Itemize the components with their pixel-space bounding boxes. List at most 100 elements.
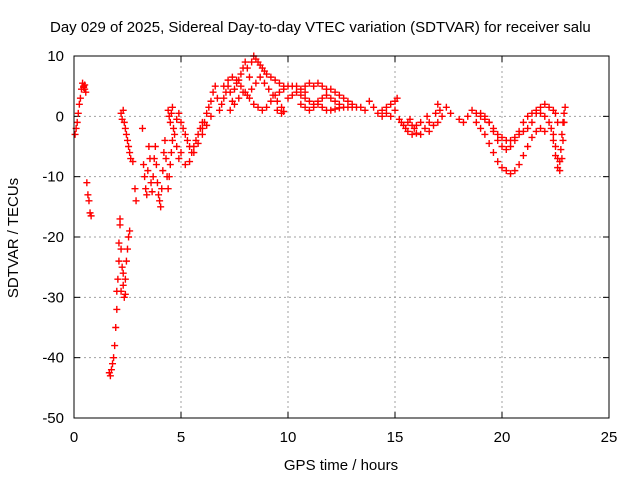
data-point xyxy=(541,112,549,120)
data-point xyxy=(224,76,232,84)
data-point xyxy=(165,173,173,181)
data-point xyxy=(142,185,150,193)
data-point xyxy=(241,58,249,66)
data-point xyxy=(260,79,268,87)
data-point xyxy=(166,118,174,126)
data-point xyxy=(344,97,352,105)
data-point xyxy=(417,130,425,138)
data-point xyxy=(198,124,206,132)
data-point xyxy=(152,161,160,169)
data-point xyxy=(118,263,126,271)
data-point xyxy=(412,121,420,129)
data-point xyxy=(502,167,510,175)
data-point xyxy=(485,139,493,147)
data-point xyxy=(425,118,433,126)
data-point xyxy=(84,191,92,199)
data-point xyxy=(161,136,169,144)
data-point xyxy=(421,124,429,132)
data-point xyxy=(115,239,123,247)
data-point xyxy=(207,112,215,120)
data-point xyxy=(87,212,95,220)
data-point xyxy=(183,136,191,144)
data-point xyxy=(220,94,228,102)
data-point xyxy=(528,109,536,117)
data-point xyxy=(213,94,221,102)
data-point xyxy=(143,191,151,199)
data-point xyxy=(447,109,455,117)
data-point xyxy=(109,360,117,368)
data-point xyxy=(119,269,127,277)
y-tick-label: -40 xyxy=(42,350,64,367)
data-point xyxy=(124,245,131,253)
data-point xyxy=(537,103,545,111)
data-point xyxy=(177,149,185,157)
data-point xyxy=(85,197,93,205)
data-point xyxy=(557,146,565,154)
data-point xyxy=(157,203,165,211)
data-point xyxy=(378,112,386,120)
data-point xyxy=(511,136,519,144)
x-tick-label: 15 xyxy=(387,429,404,446)
data-point xyxy=(314,100,322,108)
data-point xyxy=(301,94,309,102)
data-point xyxy=(140,161,148,169)
data-point xyxy=(532,127,540,135)
data-point xyxy=(393,94,401,102)
data-point xyxy=(331,88,339,96)
data-point xyxy=(148,188,156,196)
data-point xyxy=(537,109,545,117)
data-point xyxy=(552,143,559,150)
x-axis-label: GPS time / hours xyxy=(284,457,398,474)
data-point xyxy=(73,118,81,126)
data-point xyxy=(498,133,506,141)
data-point xyxy=(305,79,313,87)
data-point xyxy=(122,257,130,265)
data-point xyxy=(442,103,450,111)
data-point xyxy=(485,118,493,126)
data-point xyxy=(549,136,557,144)
y-axis-label: SDTVAR / TECUs xyxy=(5,178,22,298)
data-point xyxy=(120,118,128,126)
data-point xyxy=(554,164,562,172)
data-point xyxy=(252,79,260,87)
x-tick-label: 25 xyxy=(601,429,618,446)
data-point xyxy=(132,197,140,205)
data-point xyxy=(110,354,118,362)
data-point xyxy=(301,82,309,90)
data-point xyxy=(263,103,271,111)
data-point xyxy=(545,118,553,126)
data-point xyxy=(438,112,446,120)
data-point xyxy=(327,106,335,114)
data-point xyxy=(432,109,440,117)
data-point xyxy=(560,109,568,117)
data-point xyxy=(158,185,166,193)
data-point xyxy=(211,82,219,90)
data-point xyxy=(248,85,256,93)
data-point xyxy=(477,124,485,132)
data-point xyxy=(74,109,82,117)
data-point xyxy=(280,108,288,116)
data-point xyxy=(168,136,176,144)
data-point xyxy=(434,118,442,126)
data-point xyxy=(121,124,129,132)
data-point xyxy=(477,109,485,117)
x-tick-label: 0 xyxy=(70,429,78,446)
data-point xyxy=(160,149,168,157)
data-point xyxy=(280,85,288,93)
y-tick-label: -50 xyxy=(42,410,64,427)
data-point xyxy=(83,179,91,187)
data-point xyxy=(387,112,395,120)
data-point xyxy=(559,136,567,144)
data-point xyxy=(284,94,292,102)
data-point xyxy=(532,106,540,114)
data-point xyxy=(464,112,472,120)
data-point xyxy=(194,139,202,147)
data-point xyxy=(370,103,378,111)
data-point xyxy=(129,158,137,166)
data-point xyxy=(159,167,167,175)
data-point xyxy=(126,149,134,157)
data-point xyxy=(116,215,124,223)
data-point xyxy=(207,97,215,105)
data-point xyxy=(459,118,467,126)
